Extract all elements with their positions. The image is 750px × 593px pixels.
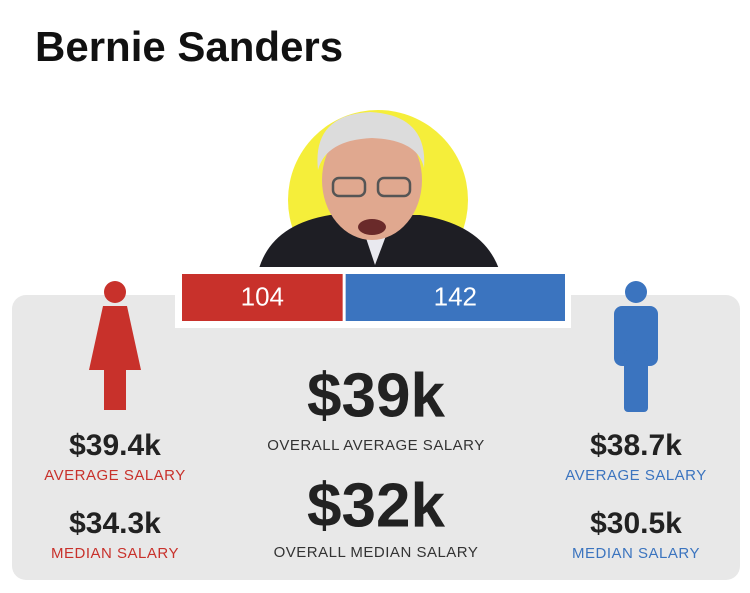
overall-median-label: OVERALL MEDIAN SALARY [274,544,479,561]
female-average-label: AVERAGE SALARY [44,467,186,484]
male-count: 142 [434,281,477,311]
portrait [258,110,500,290]
male-icon [614,281,658,412]
title: Bernie Sanders [35,23,343,70]
overall-median: $32k [307,471,445,540]
female-average: $39.4k [69,429,161,462]
overall-average-label: OVERALL AVERAGE SALARY [267,437,484,454]
female-icon [89,281,141,410]
male-median: $30.5k [590,507,682,540]
male-average: $38.7k [590,429,682,462]
overall-average: $39k [307,361,445,430]
male-bar [345,274,565,321]
male-average-label: AVERAGE SALARY [565,467,707,484]
panel [12,295,740,580]
female-count: 104 [241,281,284,311]
female-median: $34.3k [69,507,161,540]
female-bar [182,274,343,321]
male-median-label: MEDIAN SALARY [572,545,700,562]
female-median-label: MEDIAN SALARY [51,545,179,562]
